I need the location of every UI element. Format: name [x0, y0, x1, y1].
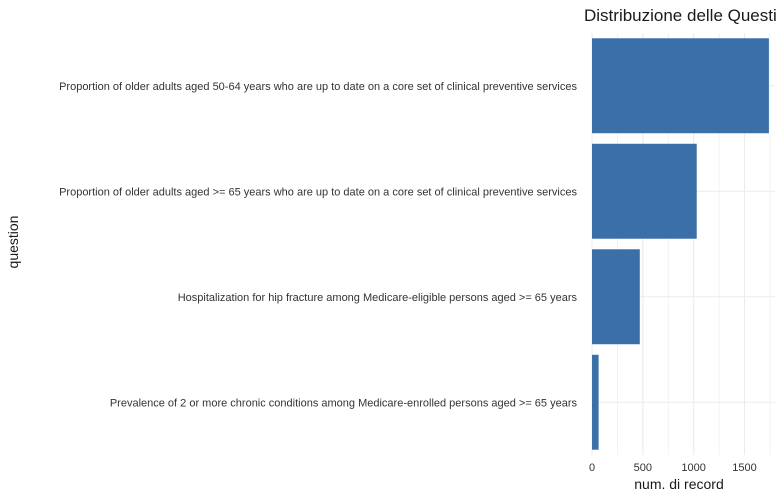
x-tick-label: 500	[634, 462, 652, 474]
category-labels: Proportion of older adults aged 50-64 ye…	[59, 81, 577, 410]
x-axis-title: num. di record	[634, 476, 723, 492]
bar	[592, 354, 599, 450]
x-tick-labels: 0 500 1000 1500	[589, 462, 757, 474]
bar	[592, 38, 769, 134]
chart-title: Distribuzione delle Questi	[584, 6, 777, 25]
category-label: Prevalence of 2 or more chronic conditio…	[110, 397, 578, 409]
bars	[592, 38, 769, 450]
category-label: Proportion of older adults aged 50-64 ye…	[59, 81, 577, 93]
category-label: Hospitalization for hip fracture among M…	[178, 292, 578, 304]
x-tick-label: 1500	[732, 462, 756, 474]
x-tick-label: 1000	[681, 462, 705, 474]
y-axis-title: question	[5, 216, 21, 269]
category-label: Proportion of older adults aged >= 65 ye…	[59, 186, 577, 198]
bar	[592, 143, 697, 239]
bar	[592, 249, 640, 345]
x-tick-label: 0	[589, 462, 595, 474]
